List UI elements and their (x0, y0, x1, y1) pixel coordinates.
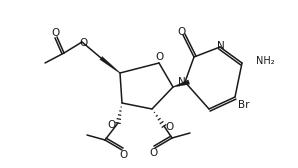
Polygon shape (173, 80, 190, 87)
Text: O: O (156, 52, 164, 62)
Text: O: O (108, 120, 116, 130)
Text: O: O (166, 122, 174, 132)
Text: O: O (150, 148, 158, 158)
Text: N: N (217, 41, 225, 51)
Text: O: O (119, 150, 127, 160)
Text: NH₂: NH₂ (256, 56, 275, 66)
Polygon shape (100, 56, 120, 73)
Text: O: O (52, 28, 60, 38)
Text: O: O (79, 38, 87, 48)
Text: N: N (178, 77, 186, 87)
Text: Br: Br (238, 100, 249, 110)
Text: O: O (178, 27, 186, 37)
